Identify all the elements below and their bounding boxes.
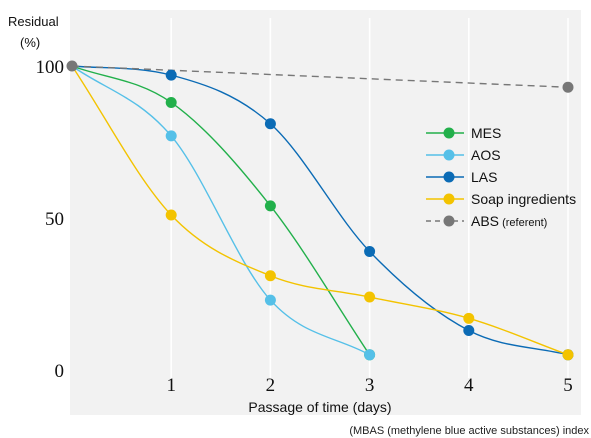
series-line-soap-ingredients [71,65,569,356]
series-points [66,60,574,361]
legend-item-las: LAS [426,169,497,185]
y-axis-unit: (%) [20,35,40,50]
data-point-start [66,60,78,72]
data-point-soap-ingredients-day-1 [165,209,177,221]
x-tick-label-5: 5 [563,375,573,396]
data-point-mes-day-2 [264,200,276,212]
x-tick-labels: 1 2 3 4 5 [166,375,572,396]
data-point-las-day-2 [264,118,276,130]
legend-label-abs: ABS (referent) [471,213,547,229]
legend-label-soap-ingredients: Soap ingredients [471,191,576,207]
data-point-aos-day-2 [264,294,276,306]
legend-item-mes: MES [426,125,501,141]
y-tick-label-0: 0 [55,361,65,382]
data-point-las-day-4 [463,324,475,336]
legend-marker-aos [443,149,455,161]
series-line-abs [71,65,569,88]
footnote: (MBAS (methylene blue active substances)… [349,425,589,437]
legend-label-las: LAS [471,169,497,185]
legend-marker-mes [443,127,455,139]
y-tick-label-100: 100 [36,57,65,78]
data-point-soap-ingredients-day-3 [364,291,376,303]
legend-marker-soap-ingredients [443,193,455,205]
series-line-las [71,65,569,356]
series-line-aos [71,65,370,356]
y-tick-label-50: 50 [45,209,64,230]
legend-note-abs: (referent) [499,217,547,229]
legend-item-aos: AOS [426,147,501,163]
x-tick-label-2: 2 [266,375,276,396]
data-point-soap-ingredients-day-2 [264,270,276,282]
data-point-aos-day-1 [165,130,177,142]
data-point-abs-day-5 [562,81,574,93]
y-axis-label: Residual [8,14,59,29]
data-point-las-day-3 [364,245,376,257]
legend-label-mes: MES [471,125,501,141]
legend-marker-las [443,171,455,183]
legend-marker-abs [443,215,455,227]
legend-label-aos: AOS [471,147,501,163]
data-point-las-day-1 [165,69,177,81]
series-line-mes [71,65,371,356]
legend-item-abs: ABS (referent) [426,213,547,229]
x-tick-label-4: 4 [464,375,474,396]
x-tick-label-3: 3 [365,375,375,396]
x-axis-label: Passage of time (days) [248,399,391,415]
legend: MES AOS LAS Soap ingredients ABS (referent) [426,125,576,229]
legend-item-soap-ingredients: Soap ingredients [426,191,576,207]
data-point-aos-day-3 [364,349,376,361]
y-tick-labels: 0 50 100 [36,57,65,382]
x-tick-label-1: 1 [166,375,176,396]
data-point-soap-ingredients-day-4 [463,312,475,324]
data-point-mes-day-1 [165,96,177,108]
data-point-soap-ingredients-day-5 [562,349,574,361]
series-lines [71,65,569,356]
